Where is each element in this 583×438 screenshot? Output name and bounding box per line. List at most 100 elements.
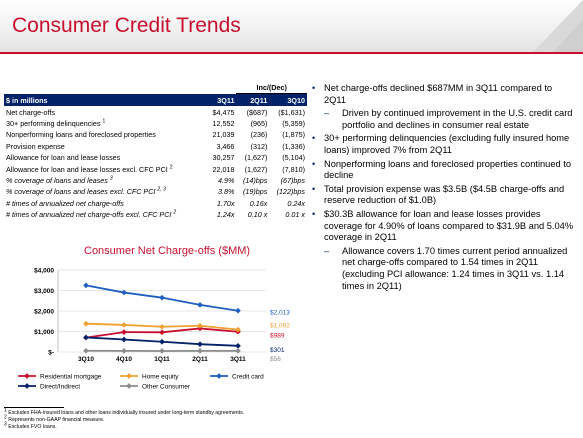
data-point bbox=[235, 348, 241, 354]
chart-title: Consumer Net Charge-offs ($MM) bbox=[84, 245, 251, 257]
x-tick-label: 3Q11 bbox=[230, 356, 246, 363]
table-row: Provision expense 3,466 (312) (1,336) bbox=[4, 141, 307, 152]
bullet-text: Nonperforming loans and foreclosed prope… bbox=[324, 158, 572, 181]
table-header-col: 3Q11 bbox=[206, 93, 237, 107]
bullet-text: 30+ performing delinquencies (excluding … bbox=[324, 133, 570, 155]
footnote: 1 Excludes FHA-insured loans and other l… bbox=[4, 407, 245, 416]
footnote-number: 3 bbox=[4, 421, 7, 428]
table-header-col: 3Q10 bbox=[269, 93, 307, 107]
table-cell: (965) bbox=[250, 118, 268, 128]
table-cell: 0.10 x bbox=[247, 210, 268, 220]
bullet-item: • Nonperforming loans and foreclosed prop… bbox=[312, 159, 574, 182]
footnote-ref: 2 bbox=[173, 209, 177, 216]
y-tick-label: $4,000 bbox=[34, 268, 54, 275]
table-cell: (19)bps bbox=[243, 187, 268, 197]
end-data-label: $989 bbox=[270, 333, 285, 340]
table-row-label-text: Provision expense bbox=[6, 141, 65, 151]
table-cell: 1.24x bbox=[216, 210, 235, 220]
table-row-label-text: Net charge-offs bbox=[6, 107, 56, 117]
table-row-label: % coverage of loans and leases excl. CFC… bbox=[4, 186, 206, 197]
bullet-marker-icon: • bbox=[312, 83, 316, 93]
table-header-label: $ in millions bbox=[4, 93, 207, 107]
table-row: # times of annualized net charge-offs 1.7… bbox=[4, 198, 307, 209]
dash-marker-icon: – bbox=[324, 245, 330, 256]
footnote-text: Represents non-GAAP financial measure. bbox=[8, 417, 105, 423]
end-data-label: $2,013 bbox=[270, 310, 290, 317]
footnote-text: Excludes FVO loans. bbox=[8, 424, 57, 430]
table-cell: 12,552 bbox=[212, 118, 235, 128]
table-cell: 0.24x bbox=[287, 198, 305, 208]
bullet-item: • 30+ performing delinquencies (excluding… bbox=[312, 133, 574, 156]
legend-label: Direct/Indirect bbox=[40, 384, 80, 391]
sub-bullet-item: – Driven by continued improvement in the … bbox=[312, 108, 574, 131]
legend-label: Other Consumer bbox=[142, 384, 191, 391]
data-point bbox=[159, 323, 165, 330]
table-row-label-text: Nonperforming loans and foreclosed prope… bbox=[6, 130, 156, 140]
table-cell: 22,018 bbox=[212, 164, 235, 174]
table-row-label-text: % coverage of loans and leases bbox=[6, 175, 108, 185]
table-row: % coverage of loans and leases excl. CFC… bbox=[4, 186, 307, 197]
table-cell: ($1,631) bbox=[278, 107, 305, 117]
table-row-label: % coverage of loans and leases 3 bbox=[4, 175, 206, 186]
data-point bbox=[235, 307, 241, 314]
legend-label: Credit card bbox=[232, 374, 264, 381]
legend-marker bbox=[126, 373, 132, 379]
bullet-text: Total provision expense was $3.5B ($4.5B… bbox=[324, 183, 565, 206]
table-cell: (5,104) bbox=[282, 153, 305, 163]
footnote-ref: 3 bbox=[109, 175, 113, 182]
legend-marker bbox=[24, 383, 30, 389]
footnote-number: 1 bbox=[4, 407, 7, 414]
dash-marker-icon: – bbox=[324, 108, 330, 119]
bullet-item: • Total provision expense was $3.5B ($4.5… bbox=[312, 184, 574, 207]
footnote-ref: 1 bbox=[102, 118, 106, 125]
y-tick-label: $2,000 bbox=[34, 309, 54, 316]
data-point bbox=[159, 329, 165, 336]
table-row: 30+ performing delinquencies 1 12,552 (965… bbox=[4, 118, 307, 129]
data-point bbox=[83, 282, 89, 289]
table-row: Allowance for loan and lease losses 30,25… bbox=[4, 152, 307, 163]
table-header-col: 2Q11 bbox=[236, 93, 270, 107]
legend-label: Residential mortgage bbox=[40, 374, 102, 381]
data-point bbox=[197, 322, 203, 329]
table-row-label-text: Allowance for loan and lease losses bbox=[6, 153, 121, 163]
brand-corner-graphic bbox=[533, 0, 583, 52]
data-point bbox=[197, 341, 203, 348]
legend-marker bbox=[216, 373, 222, 379]
bullet-marker-icon: • bbox=[312, 183, 316, 194]
table-row-label: Allowance for loan and lease losses bbox=[4, 152, 206, 163]
bullet-marker-icon: • bbox=[312, 133, 316, 144]
data-point bbox=[197, 348, 203, 354]
footnote-ref: 2, 3 bbox=[157, 186, 166, 193]
table-row-label: Allowance for loan and lease losses excl… bbox=[4, 163, 206, 174]
y-tick-label: $- bbox=[48, 350, 54, 357]
table-row-label: 30+ performing delinquencies 1 bbox=[4, 118, 206, 129]
table-group-header-row: Inc/(Dec) bbox=[4, 82, 307, 95]
data-point bbox=[235, 326, 241, 333]
x-tick-label: 3Q10 bbox=[78, 356, 94, 363]
table-cell: 21,039 bbox=[212, 130, 235, 140]
footnote: 2 Represents non-GAAP financial measure. bbox=[4, 414, 105, 423]
table-row-label-text: % coverage of loans and leases excl. CFC… bbox=[6, 187, 156, 197]
table-cell: (14)bps bbox=[243, 175, 268, 185]
footnote-number: 2 bbox=[4, 414, 7, 421]
data-point bbox=[121, 336, 127, 343]
table-cell: (1,627) bbox=[244, 153, 268, 163]
bullet-marker-icon: • bbox=[312, 208, 316, 219]
bullet-text: Driven by continued improvement in the U… bbox=[342, 108, 573, 130]
bullet-text: Net charge-offs declined $687MM in 3Q11 … bbox=[324, 83, 553, 105]
x-tick-label: 2Q11 bbox=[192, 356, 208, 363]
data-point bbox=[235, 343, 241, 349]
table-cell: ($687) bbox=[246, 107, 268, 117]
table-cell: $4,475 bbox=[212, 107, 235, 117]
table-cell: (7,810) bbox=[282, 164, 305, 174]
data-point bbox=[121, 322, 127, 328]
table-row-label: # times of annualized net charge-offs bbox=[4, 198, 206, 209]
table-row: Net charge-offs $4,475 ($687) ($1,631) bbox=[4, 106, 307, 117]
footnote-ref: 2 bbox=[169, 164, 173, 171]
table-header-row: $ in millions 3Q11 2Q11 3Q10 bbox=[4, 93, 307, 107]
legend-label: Home equity bbox=[142, 374, 179, 381]
end-data-label: $301 bbox=[270, 347, 285, 354]
table-cell: (1,875) bbox=[282, 130, 305, 140]
footnote-text: Excludes FHA-insured loans and other loa… bbox=[8, 410, 245, 416]
